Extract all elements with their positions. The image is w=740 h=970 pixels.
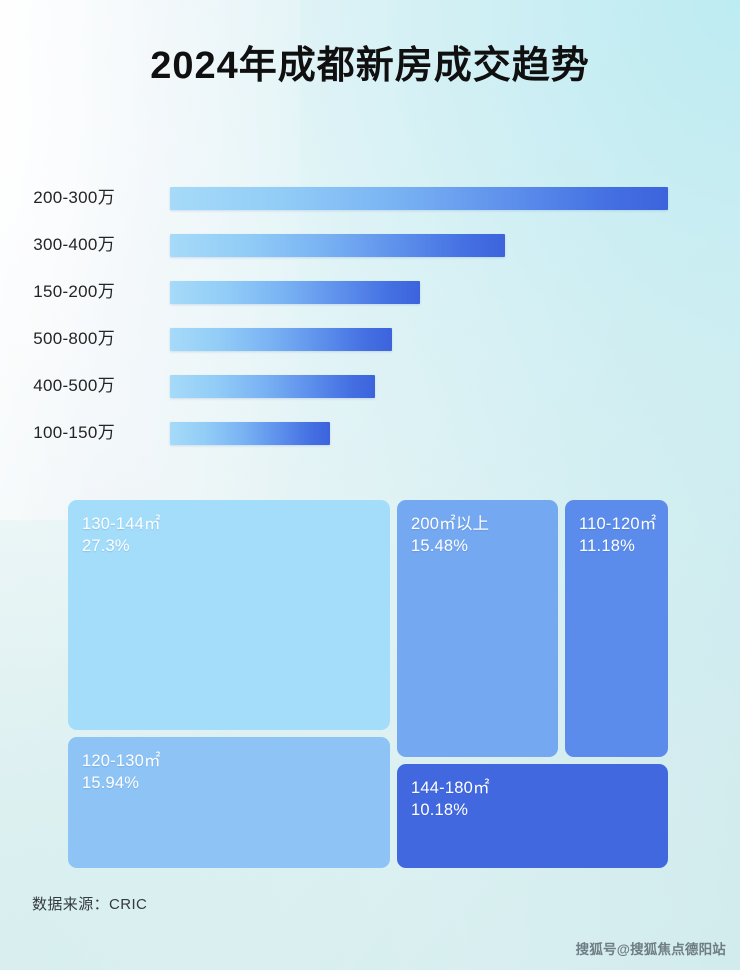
bar-row: 100-150万 (0, 421, 740, 453)
bar-fill (170, 281, 420, 304)
bar-category-label: 500-800万 (33, 329, 115, 348)
bar-fill (170, 328, 392, 351)
page-title: 2024年成都新房成交趋势 (150, 45, 590, 87)
treemap-cell-label: 110-120㎡ (579, 515, 657, 533)
treemap-cell-label: 144-180㎡ (411, 779, 490, 797)
treemap-cell-percent: 15.48% (411, 537, 469, 555)
watermark-label: 搜狐号@搜狐焦点德阳站 (575, 942, 726, 957)
data-source-note: 数据来源：CRIC (32, 896, 148, 913)
treemap-cell: 144-180㎡ 10.18% (397, 764, 668, 868)
bar-track (170, 234, 505, 257)
bar-row: 400-500万 (0, 374, 740, 406)
bar-fill (170, 375, 375, 398)
treemap-cell-percent: 10.18% (411, 801, 469, 819)
treemap-cell-label: 200㎡以上 (411, 515, 490, 533)
treemap-cell-percent: 11.18% (579, 537, 635, 555)
treemap-chart: 130-144㎡ 27.3% 120-130㎡ 15.94% 200㎡以上 15.48% 1… (68, 500, 668, 868)
bar-chart: 200-300万 300-400万 150-200万 500-800万 400-500万… (0, 176, 740, 446)
treemap-cell: 130-144㎡ 27.3% (68, 500, 390, 730)
treemap-cell: 200㎡以上 15.48% (397, 500, 558, 757)
treemap-cell-percent: 27.3% (82, 537, 130, 555)
treemap-cell-percent: 15.94% (82, 774, 140, 792)
treemap-cell: 120-130㎡ 15.94% (68, 737, 390, 868)
bar-category-label: 200-300万 (33, 188, 115, 207)
bar-category-label: 400-500万 (33, 376, 115, 395)
bar-fill (170, 422, 330, 445)
treemap-cell-label: 130-144㎡ (82, 515, 161, 533)
bar-fill (170, 234, 505, 257)
treemap-cell: 110-120㎡ 11.18% (565, 500, 668, 757)
bar-track (170, 281, 420, 304)
bar-row: 300-400万 (0, 233, 740, 265)
bar-category-label: 150-200万 (33, 282, 115, 301)
bar-category-label: 300-400万 (33, 235, 115, 254)
bar-category-label: 100-150万 (33, 423, 115, 442)
bar-row: 200-300万 (0, 186, 740, 218)
bar-track (170, 328, 392, 351)
bar-track (170, 422, 330, 445)
treemap-cell-label: 120-130㎡ (82, 752, 161, 770)
bar-row: 500-800万 (0, 327, 740, 359)
bar-track (170, 375, 375, 398)
bar-fill (170, 187, 668, 210)
bar-row: 150-200万 (0, 280, 740, 312)
bar-track (170, 187, 668, 210)
